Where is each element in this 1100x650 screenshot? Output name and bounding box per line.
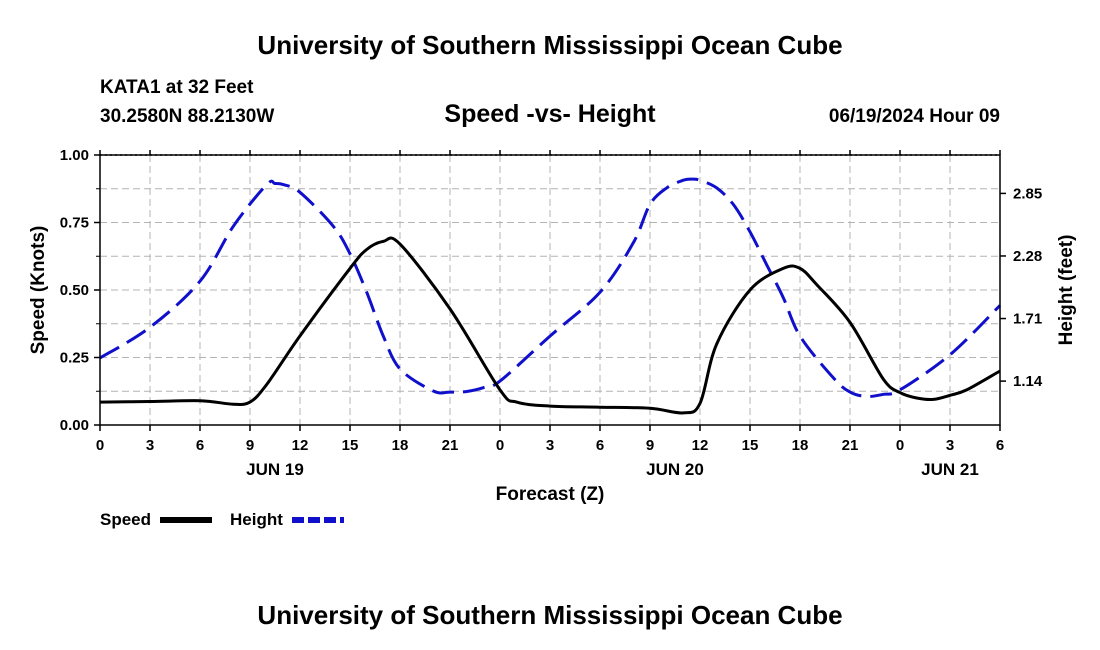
x-tick-label: 6 xyxy=(596,437,604,454)
chart-title: Speed -vs- Height xyxy=(444,100,656,128)
y-tick-label: 0.00 xyxy=(60,417,89,434)
x-tick-label: 21 xyxy=(442,437,459,454)
legend-label-speed: Speed xyxy=(100,510,151,529)
station-name: KATA1 at 32 Feet xyxy=(100,77,254,98)
y-tick-label: 0.75 xyxy=(60,215,89,232)
y-tick-label: 1.00 xyxy=(60,147,89,164)
x-tick-label: 9 xyxy=(646,437,654,454)
series-line-height xyxy=(99,177,1002,399)
y2-tick-label: 1.71 xyxy=(1013,311,1042,328)
x-tick-label: 21 xyxy=(842,437,859,454)
series-lines xyxy=(99,177,1002,415)
x-tick-label: 0 xyxy=(896,437,904,454)
series-line-speed xyxy=(99,236,1001,415)
y2-tick-label: 2.85 xyxy=(1013,185,1042,202)
x-tick-label: 15 xyxy=(342,437,359,454)
x-date-label: JUN 20 xyxy=(646,460,704,479)
x-tick-label: 6 xyxy=(996,437,1004,454)
forecast-datetime: 06/19/2024 Hour 09 xyxy=(828,106,1000,127)
y2-tick-label: 1.14 xyxy=(1013,373,1043,390)
x-tick-label: 0 xyxy=(496,437,504,454)
x-axis-label: Forecast (Z) xyxy=(496,484,605,505)
y-tick-label: 0.50 xyxy=(60,282,89,299)
x-date-label: JUN 19 xyxy=(246,460,304,479)
x-tick-label: 12 xyxy=(692,437,709,454)
legend-label-height: Height xyxy=(230,510,283,529)
x-tick-label: 9 xyxy=(246,437,254,454)
footer-title: University of Southern Mississippi Ocean… xyxy=(257,600,843,630)
axes: 0 3 6 9 12 15 18 21 0 3 6 9 12 15 18 21 0 3 6 JUN 19 JUN 20 J… xyxy=(28,147,1077,505)
y2-axis-label: Height (feet) xyxy=(1056,235,1077,346)
x-tick-label: 3 xyxy=(946,437,954,454)
x-tick-label: 3 xyxy=(546,437,554,454)
x-tick-label: 6 xyxy=(196,437,204,454)
y2-tick-label: 2.28 xyxy=(1013,248,1042,265)
x-tick-label: 0 xyxy=(96,437,104,454)
x-tick-label: 18 xyxy=(392,437,409,454)
x-tick-label: 18 xyxy=(792,437,809,454)
y-axis-label: Speed (Knots) xyxy=(28,226,49,355)
x-tick-label: 15 xyxy=(742,437,759,454)
x-date-label: JUN 21 xyxy=(921,460,979,479)
y-tick-label: 0.25 xyxy=(60,350,89,367)
page-title: University of Southern Mississippi Ocean… xyxy=(257,30,843,60)
station-coordinates: 30.2580N 88.2130W xyxy=(100,106,275,127)
legend: Speed Height xyxy=(100,510,344,529)
x-tick-label: 3 xyxy=(146,437,154,454)
grid xyxy=(100,154,1000,425)
x-tick-label: 12 xyxy=(292,437,309,454)
speed-height-chart: 0 3 6 9 12 15 18 21 0 3 6 9 12 15 18 21 0 3 6 JUN 19 JUN 20 J… xyxy=(28,147,1077,529)
